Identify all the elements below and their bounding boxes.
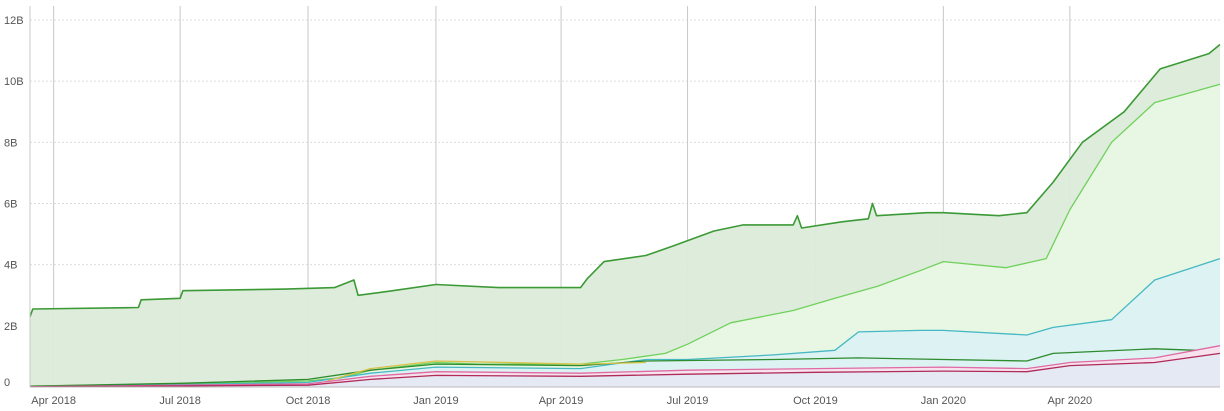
series-0-line[interactable]: [29, 43, 1221, 317]
series-1-line[interactable]: [29, 83, 1221, 387]
y-tick-label: 8B: [4, 137, 17, 149]
x-tick-label: Jan 2019: [413, 395, 458, 407]
series-6-line[interactable]: [29, 352, 1221, 388]
series-5-line[interactable]: [29, 345, 1221, 388]
series-lines: [29, 43, 1221, 388]
y-tick-label: 12B: [4, 15, 24, 27]
series-3-line[interactable]: [29, 348, 1197, 387]
y-tick-label: 4B: [4, 260, 17, 272]
x-tick-label: Jul 2019: [667, 395, 709, 407]
x-tick-label: Apr 2019: [539, 395, 584, 407]
series-areas: [30, 44, 1220, 387]
x-tick-label: Apr 2020: [1048, 395, 1093, 407]
x-tick-label: Oct 2019: [793, 395, 838, 407]
axes: 0 2B 4B 6B 8B 10B 12B Apr 2018 Jul 2018 Oct 2018 J…: [4, 6, 1220, 407]
x-tick-label: Jul 2018: [159, 395, 201, 407]
y-tick-label: 0: [4, 377, 10, 389]
series-6-area: [30, 353, 1220, 387]
y-tick-label: 2B: [4, 321, 17, 333]
series-2-line[interactable]: [29, 257, 1221, 388]
x-tick-label: Apr 2018: [31, 395, 76, 407]
y-tick-label: 6B: [4, 199, 17, 211]
x-tick-label: Jan 2020: [921, 395, 966, 407]
series-2-area: [30, 258, 1220, 387]
series-4-line[interactable]: [327, 360, 646, 382]
x-tick-label: Oct 2018: [286, 395, 331, 407]
series-1-area: [30, 84, 1220, 387]
y-tick-label: 10B: [4, 76, 24, 88]
